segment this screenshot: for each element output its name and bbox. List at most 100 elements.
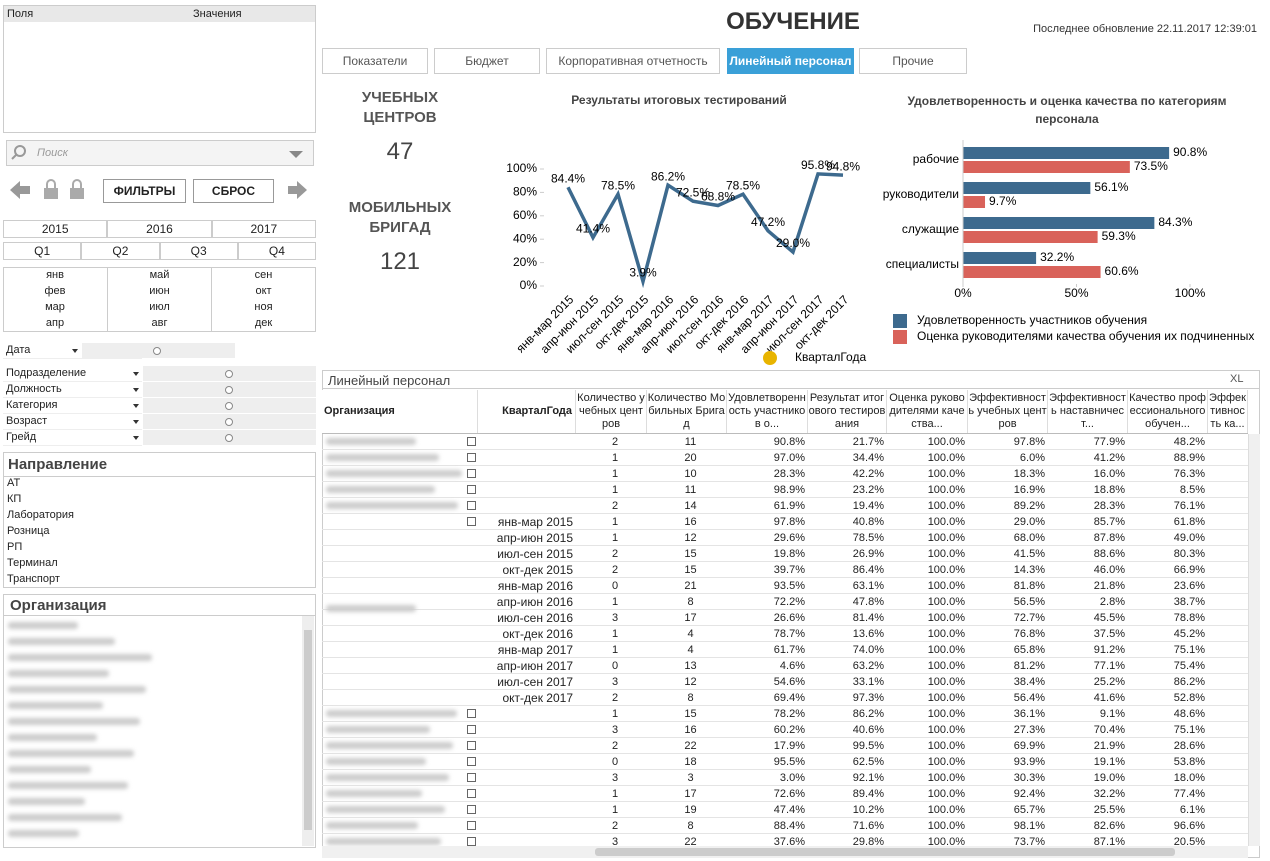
month-cell[interactable]: сен <box>211 267 315 283</box>
expand-icon[interactable] <box>467 805 476 814</box>
expand-icon[interactable] <box>467 501 476 510</box>
table-cell: 14 <box>684 500 697 512</box>
month-cell[interactable]: май <box>107 267 211 283</box>
expand-icon[interactable] <box>467 789 476 798</box>
month-cell[interactable]: мар <box>45 301 65 313</box>
direction-item[interactable]: РП <box>7 541 23 553</box>
column-header[interactable]: Качество профессионального обучен... <box>1128 390 1208 433</box>
direction-item[interactable]: Терминал <box>7 557 58 569</box>
expand-icon[interactable] <box>467 437 476 446</box>
table-cell: 2 <box>611 692 619 704</box>
expand-icon[interactable] <box>467 741 476 750</box>
month-cell[interactable]: фев <box>44 285 66 297</box>
dimension-dropdown[interactable]: Подразделение <box>3 366 142 382</box>
direction-item[interactable]: КП <box>7 493 22 505</box>
column-header[interactable]: Результат итогового тестирования <box>808 390 887 433</box>
unlock-icon <box>72 179 82 188</box>
tab[interactable]: Показатели <box>322 48 428 74</box>
direction-item[interactable]: Лаборатория <box>7 509 74 521</box>
selector-cell[interactable]: 2015 <box>3 220 108 238</box>
column-header[interactable]: Организация <box>322 390 478 433</box>
expand-icon[interactable] <box>467 469 476 478</box>
table-cell: 1 <box>611 644 619 656</box>
column-header[interactable]: Эффективность учебных центров <box>968 390 1048 433</box>
selector-cell[interactable]: Q3 <box>159 242 238 260</box>
forward-arrow[interactable] <box>288 181 307 199</box>
direction-item[interactable]: АТ <box>7 477 21 489</box>
month-cell[interactable]: авг <box>107 315 211 331</box>
data-label: 84.3% <box>1158 215 1192 229</box>
expand-icon[interactable] <box>467 725 476 734</box>
collapse-icon[interactable] <box>467 517 476 526</box>
unlock-icon[interactable] <box>70 188 84 199</box>
direction-item[interactable]: Розница <box>7 525 50 537</box>
month-cell[interactable]: июн <box>107 283 211 299</box>
month-cell[interactable]: ноя <box>211 299 315 315</box>
expand-icon[interactable] <box>467 453 476 462</box>
month-cell[interactable]: окт <box>211 283 315 299</box>
table-cell: 93.9% <box>1013 756 1045 768</box>
dropdown-arrow[interactable] <box>289 151 303 158</box>
table-cell: 3 <box>611 612 619 624</box>
column-header[interactable]: КварталГода <box>478 390 576 433</box>
back-arrow[interactable] <box>10 181 30 199</box>
expand-icon[interactable] <box>467 773 476 782</box>
filter-button[interactable]: ФИЛЬТРЫ <box>103 179 186 203</box>
table-cell: 16 <box>684 724 697 736</box>
month-cell[interactable]: дек <box>211 315 315 331</box>
row-line <box>322 689 1248 690</box>
lock-icon[interactable] <box>44 188 58 199</box>
dimension-dropdown[interactable]: Возраст <box>3 414 142 430</box>
table-cell: 11 <box>684 436 697 448</box>
selector-cell[interactable]: 2017 <box>211 220 316 238</box>
table-cell: 28.6% <box>1173 740 1205 752</box>
selector-cell[interactable]: Q4 <box>237 242 316 260</box>
dimension-dropdown[interactable]: Грейд <box>3 430 142 446</box>
column-header[interactable]: Удовлетворенность участников о... <box>727 390 808 433</box>
table-cell: 20 <box>684 452 697 464</box>
filter-button[interactable]: СБРОС <box>193 179 274 203</box>
tab[interactable]: Бюджет <box>434 48 540 74</box>
table-cell: 42.2% <box>852 468 884 480</box>
selector-cell[interactable]: 2016 <box>107 220 212 238</box>
direction-item[interactable]: Транспорт <box>7 573 60 585</box>
column-header[interactable]: Эффективность ка... <box>1208 390 1248 433</box>
org-sep <box>3 615 316 616</box>
column-header[interactable]: Оценка руководителями качества... <box>887 390 968 433</box>
expand-icon[interactable] <box>467 821 476 830</box>
expand-icon[interactable] <box>467 837 476 846</box>
expand-icon[interactable] <box>467 485 476 494</box>
table-cell: 23.6% <box>1173 580 1205 592</box>
table-cell: 80.3% <box>1173 548 1205 560</box>
blurred-org <box>326 790 422 797</box>
dimension-dropdown[interactable]: Должность <box>3 382 142 398</box>
tab[interactable]: Прочие <box>859 48 967 74</box>
table-cell: 100.0% <box>927 612 965 624</box>
expand-icon[interactable] <box>467 709 476 718</box>
table-cell: 12 <box>684 532 697 544</box>
column-header[interactable]: Количество учебных центров <box>576 390 647 433</box>
expand-icon[interactable] <box>467 757 476 766</box>
month-cell[interactable]: июл <box>107 299 211 315</box>
table-cell: 88.4% <box>773 820 805 832</box>
table-cell: 3.0% <box>779 772 805 784</box>
tab[interactable]: Корпоративная отчетность <box>546 48 720 74</box>
table-cell: 19 <box>684 804 697 816</box>
quarter-cell: апр-июн 2016 <box>496 595 573 609</box>
month-cell[interactable]: апр <box>45 317 65 329</box>
dimension-dropdown[interactable]: Категория <box>3 398 142 414</box>
column-header[interactable]: Эффективность наставничест... <box>1048 390 1128 433</box>
table-cell: 3 <box>611 676 619 688</box>
selector-cell[interactable]: Q2 <box>81 242 160 260</box>
tab[interactable]: Линейный персонал <box>727 48 854 74</box>
dimension-dropdown[interactable]: Дата <box>3 343 142 359</box>
selector-cell[interactable]: Q1 <box>3 242 82 260</box>
table-title: Линейный персонал <box>328 373 451 388</box>
table-cell: 72.7% <box>1013 612 1045 624</box>
fields-header <box>4 6 315 22</box>
table-cell: 62.5% <box>852 756 884 768</box>
column-header[interactable]: Количество Мобильных Бригад <box>647 390 727 433</box>
row-line <box>322 593 1248 594</box>
table-cell: 37.5% <box>1093 628 1125 640</box>
month-cell[interactable]: янв <box>46 269 64 281</box>
